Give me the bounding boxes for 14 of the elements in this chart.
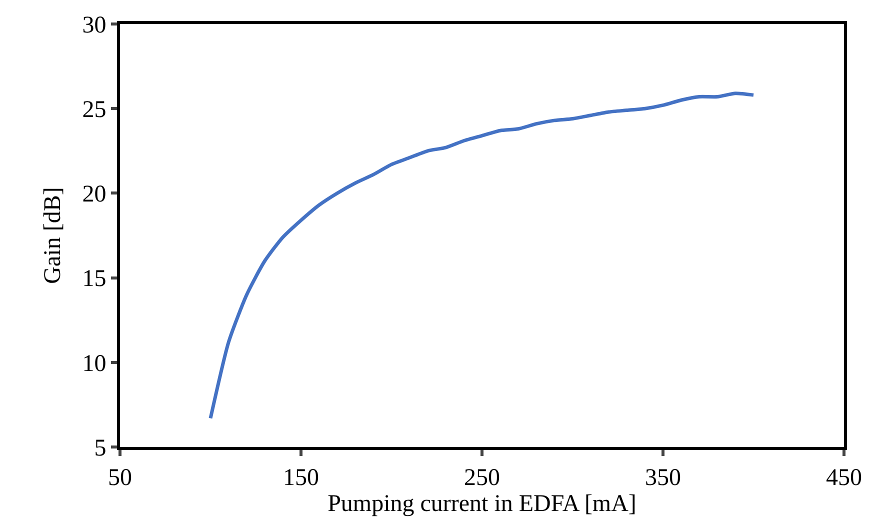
y-tick-label: 30	[82, 12, 106, 38]
x-tick-label: 250	[464, 464, 500, 491]
y-tick-label: 15	[82, 266, 106, 292]
y-tick-label: 10	[82, 350, 106, 377]
x-tick-label: 150	[283, 464, 319, 491]
y-tick-label: 20	[82, 182, 106, 208]
y-tick-label: 25	[82, 97, 106, 123]
y-axis-title: Gain [dB]	[40, 187, 66, 284]
y-tick-label: 5	[94, 435, 106, 462]
x-axis-title: Pumping current in EDFA [mA]	[328, 490, 636, 517]
x-tick-label: 50	[108, 464, 132, 491]
line-series	[208, 92, 756, 420]
x-tick-label: 450	[826, 464, 862, 491]
x-tick-label: 350	[645, 464, 681, 491]
